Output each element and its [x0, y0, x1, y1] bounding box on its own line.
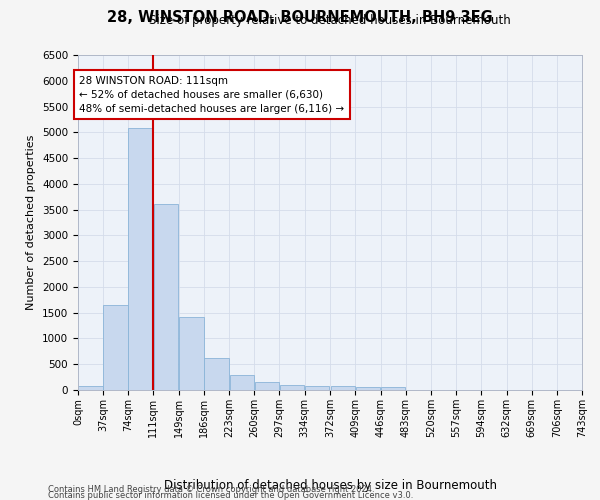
Text: Contains public sector information licensed under the Open Government Licence v3: Contains public sector information licen… [48, 490, 413, 500]
Bar [128, 128, 153, 390]
Text: 28, WINSTON ROAD, BOURNEMOUTH, BH9 3EG: 28, WINSTON ROAD, BOURNEMOUTH, BH9 3EG [107, 10, 493, 25]
Bar [356, 388, 380, 390]
Bar [179, 316, 204, 390]
Bar [154, 204, 178, 390]
Bar [381, 388, 406, 390]
Y-axis label: Number of detached properties: Number of detached properties [26, 135, 37, 310]
Bar [78, 386, 103, 390]
Bar [205, 358, 229, 390]
Bar [103, 305, 128, 390]
Title: Size of property relative to detached houses in Bournemouth: Size of property relative to detached ho… [149, 14, 511, 28]
X-axis label: Distribution of detached houses by size in Bournemouth: Distribution of detached houses by size … [163, 479, 497, 492]
Bar [230, 374, 254, 390]
Text: 28 WINSTON ROAD: 111sqm
← 52% of detached houses are smaller (6,630)
48% of semi: 28 WINSTON ROAD: 111sqm ← 52% of detache… [79, 76, 344, 114]
Text: Contains HM Land Registry data © Crown copyright and database right 2024.: Contains HM Land Registry data © Crown c… [48, 484, 374, 494]
Bar [280, 385, 304, 390]
Bar [254, 382, 279, 390]
Bar [305, 386, 329, 390]
Bar [331, 386, 355, 390]
